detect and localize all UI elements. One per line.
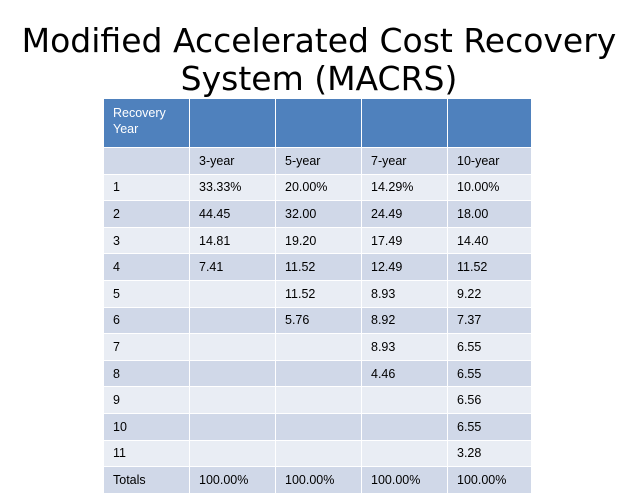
table-cell: 100.00%: [189, 466, 276, 494]
table-cell: 6.55: [447, 333, 532, 361]
table-cell: 6.55: [447, 359, 532, 388]
table-cell: 2: [103, 200, 190, 228]
table-cell: 9: [103, 386, 190, 414]
table-cell: [361, 412, 448, 441]
table-cell: 8.93: [361, 333, 448, 361]
table-cell: [189, 439, 276, 468]
table-cell: [275, 359, 362, 388]
header-cell: [189, 98, 276, 148]
table-cell: 7-year: [361, 147, 448, 175]
table-cell: [189, 279, 276, 308]
table-cell: 4.46: [361, 359, 448, 388]
table-cell: [361, 439, 448, 468]
table-cell: 17.49: [361, 226, 448, 255]
header-cell: Recovery Year: [103, 98, 190, 148]
table-cell: 10: [103, 412, 190, 441]
table-cell: 3: [103, 226, 190, 255]
table-cell: 14.29%: [361, 173, 448, 202]
table-cell: 14.81: [189, 226, 276, 255]
table-cell: 9.22: [447, 279, 532, 308]
table-cell: 5-year: [275, 147, 362, 175]
table-header-row: Recovery Year: [103, 98, 532, 148]
table-cell: 7.41: [189, 253, 276, 281]
table-cell: 6.56: [447, 386, 532, 414]
table-cell: 14.40: [447, 226, 532, 255]
table-cell: [275, 386, 362, 414]
table-cell: 3-year: [189, 147, 276, 175]
table-cell: 100.00%: [361, 466, 448, 494]
table-row: 1 33.33% 20.00% 14.29% 10.00%: [103, 173, 532, 202]
table-cell: [189, 333, 276, 361]
table-cell: 6.55: [447, 412, 532, 441]
title-line-1: Modified Accelerated Cost Recovery: [21, 21, 617, 60]
table-cell: 5: [103, 279, 190, 308]
table-row: 8 4.46 6.55: [103, 359, 532, 388]
table-cell: 7: [103, 333, 190, 361]
table-cell: 24.49: [361, 200, 448, 228]
table-row: 7 8.93 6.55: [103, 333, 532, 361]
table-cell: [103, 147, 190, 175]
table-cell: 4: [103, 253, 190, 281]
table-cell: 18.00: [447, 200, 532, 228]
table-cell: [189, 386, 276, 414]
table-cell: 100.00%: [447, 466, 532, 494]
table-cell: 100.00%: [275, 466, 362, 494]
table-row: 4 7.41 11.52 12.49 11.52: [103, 253, 532, 281]
table-cell: [189, 359, 276, 388]
table-cell: [189, 412, 276, 441]
table-cell: 32.00: [275, 200, 362, 228]
table-cell: 10-year: [447, 147, 532, 175]
title-line-2: System (MACRS): [180, 59, 458, 98]
table-row: 3-year 5-year 7-year 10-year: [103, 147, 532, 175]
table-cell: 7.37: [447, 306, 532, 335]
table-cell: 10.00%: [447, 173, 532, 202]
slide-title: Modified Accelerated Cost Recovery Syste…: [0, 22, 638, 98]
table-cell: 11.52: [275, 279, 362, 308]
table-cell: 19.20: [275, 226, 362, 255]
table-cell: 5.76: [275, 306, 362, 335]
table-row: 9 6.56: [103, 386, 532, 414]
table-cell: 1: [103, 173, 190, 202]
table-cell: [189, 306, 276, 335]
table-row: 5 11.52 8.93 9.22: [103, 279, 532, 308]
header-cell: [447, 98, 532, 148]
table-cell: 33.33%: [189, 173, 276, 202]
table-row: 10 6.55: [103, 412, 532, 441]
table-cell: 8.92: [361, 306, 448, 335]
table-row: 3 14.81 19.20 17.49 14.40: [103, 226, 532, 255]
table-cell: [361, 386, 448, 414]
table-cell: [275, 412, 362, 441]
table-row: 11 3.28: [103, 439, 532, 468]
table-cell: 20.00%: [275, 173, 362, 202]
table-cell: 3.28: [447, 439, 532, 468]
table-cell: [275, 333, 362, 361]
table-cell: 12.49: [361, 253, 448, 281]
table-cell: 8: [103, 359, 190, 388]
macrs-table-body: Recovery Year 3-year 5-year 7-year 10-year 1…: [103, 98, 532, 494]
table-row: 6 5.76 8.92 7.37: [103, 306, 532, 335]
table-cell: 11.52: [275, 253, 362, 281]
table-row: Totals 100.00% 100.00% 100.00% 100.00%: [103, 466, 532, 494]
table-cell: [275, 439, 362, 468]
header-cell: [275, 98, 362, 148]
macrs-table: Recovery Year 3-year 5-year 7-year 10-year 1…: [103, 98, 532, 494]
table-cell: 8.93: [361, 279, 448, 308]
header-cell: [361, 98, 448, 148]
table-row: 2 44.45 32.00 24.49 18.00: [103, 200, 532, 228]
table-cell: 6: [103, 306, 190, 335]
table-cell: 11.52: [447, 253, 532, 281]
table-cell: 11: [103, 439, 190, 468]
table-cell: Totals: [103, 466, 190, 494]
table-cell: 44.45: [189, 200, 276, 228]
